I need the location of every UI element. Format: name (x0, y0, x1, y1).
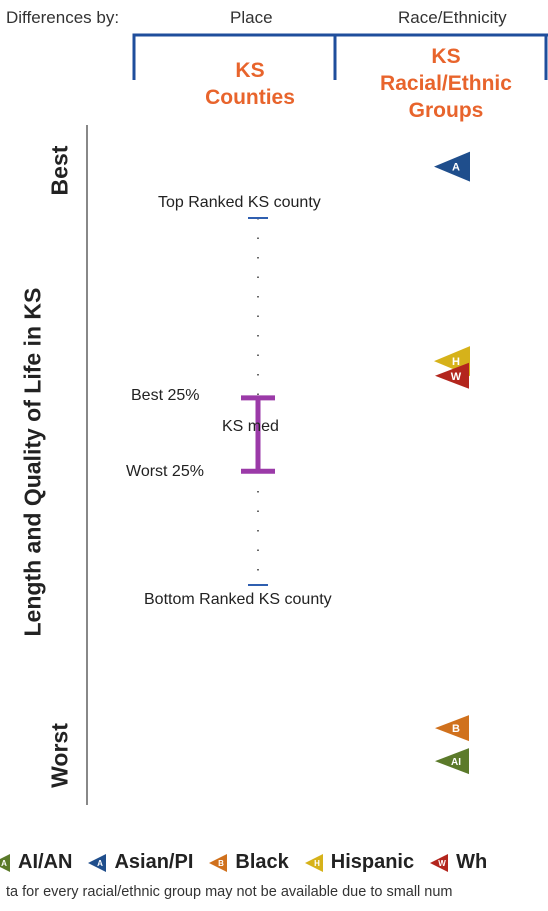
worst-25-label: Worst 25% (126, 463, 204, 481)
race-ethnicity-header: Race/Ethnicity (398, 8, 507, 27)
median-label: KS med (222, 418, 279, 436)
place-header: Place (230, 8, 273, 27)
group-marker-label-h: H (452, 356, 460, 368)
svg-text:H: H (314, 859, 320, 868)
group-marker-w (435, 362, 469, 389)
y-axis-line (86, 125, 88, 805)
legend-item: H Hispanic (303, 851, 414, 874)
legend-label: AI/AN (18, 851, 73, 873)
svg-text:A: A (98, 859, 104, 868)
footnote: ta for every racial/ethnic group may not… (6, 884, 453, 900)
legend-label: Black (235, 851, 289, 873)
legend-item: A Asian/PI (86, 851, 193, 874)
group-marker-ai (435, 748, 469, 775)
legend-label: Asian/PI (114, 851, 194, 873)
group-marker-label-b: B (452, 723, 460, 735)
legend-swatch-icon: W (430, 853, 449, 872)
legend-label: Hispanic (330, 851, 415, 873)
legend-item: A AI/AN (0, 851, 72, 874)
legend-swatch-icon: A (88, 853, 107, 872)
bracket-line (132, 33, 548, 80)
legend-label: Wh (456, 851, 488, 873)
column-brackets (132, 33, 548, 80)
group-marker-b (435, 715, 469, 742)
group-marker-label-a: A (452, 162, 460, 174)
legend-swatch-icon: A (0, 853, 10, 872)
legend: A AI/AN A Asian/PI B Black H Hispanic W Wh (0, 851, 501, 879)
counties-column-title: KS Counties (205, 59, 295, 109)
legend-swatch-icon: H (304, 853, 323, 872)
svg-text:A: A (1, 859, 7, 868)
svg-text:W: W (438, 859, 446, 868)
group-marker-label-ai: AI (451, 757, 461, 768)
group-marker-a (434, 151, 470, 182)
top-ranked-label: Top Ranked KS county (158, 194, 321, 211)
groups-column-title: KS Racial/Ethnic Groups (380, 45, 512, 122)
best-25-label: Best 25% (131, 386, 200, 404)
differences-by-label: Differences by: (6, 8, 120, 27)
legend-item: W Wh (428, 851, 487, 874)
group-markers: A HW B AI (434, 151, 470, 775)
legend-swatch-icon: B (209, 853, 228, 872)
svg-text:B: B (218, 859, 224, 868)
bottom-ranked-label: Bottom Ranked KS county (144, 591, 332, 608)
legend-item: B Black (207, 851, 289, 874)
group-marker-label-w: W (451, 371, 462, 383)
